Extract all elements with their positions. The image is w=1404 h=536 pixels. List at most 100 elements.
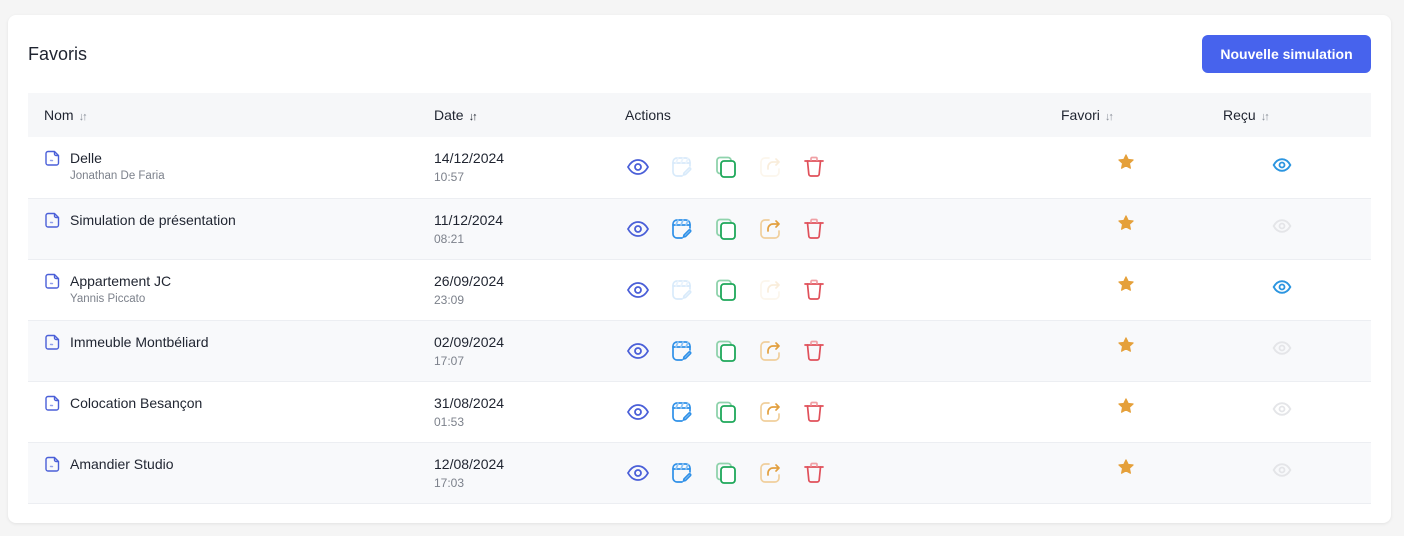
- file-icon: [45, 395, 60, 411]
- star-icon: [1118, 276, 1134, 291]
- eye-icon: [626, 281, 650, 298]
- row-time: 01:53: [434, 414, 465, 429]
- eye-icon: [626, 464, 650, 481]
- simulation-name[interactable]: Delle: [70, 150, 102, 166]
- owner-name: Jonathan De Faria: [70, 170, 165, 182]
- favorite-toggle[interactable]: [1117, 214, 1135, 237]
- favorites-table: Nom ↓↑ Date ↓↑ Actions Favori ↓↑ Reçu ↓↑: [28, 93, 1371, 504]
- received-view-button[interactable]: [1272, 338, 1292, 363]
- view-button[interactable]: [626, 217, 650, 241]
- header-nom[interactable]: Nom ↓↑: [44, 107, 88, 123]
- edit-button[interactable]: [670, 339, 694, 363]
- table-row[interactable]: Colocation Besançon 31/08/2024 01:53: [28, 381, 1371, 442]
- share-button[interactable]: [758, 278, 782, 302]
- header-recu[interactable]: Reçu ↓↑: [1223, 107, 1270, 123]
- edit-button[interactable]: [670, 278, 694, 302]
- clapper-edit-icon: [672, 462, 692, 483]
- share-button[interactable]: [758, 400, 782, 424]
- delete-button[interactable]: [802, 339, 826, 363]
- star-icon: [1118, 337, 1134, 352]
- simulation-name[interactable]: Appartement JC: [70, 272, 172, 289]
- view-button[interactable]: [626, 400, 650, 424]
- row-time: 17:07: [434, 353, 465, 368]
- favorite-toggle[interactable]: [1117, 336, 1135, 359]
- clapper-edit-icon: [672, 157, 692, 177]
- table-row[interactable]: Appartement JC Yannis Piccato 26/09/2024…: [28, 259, 1371, 320]
- delete-button[interactable]: [802, 155, 826, 179]
- copy-icon: [716, 401, 736, 423]
- edit-button[interactable]: [670, 400, 694, 424]
- clapper-edit-icon: [672, 279, 692, 300]
- favorite-toggle[interactable]: [1117, 275, 1135, 298]
- edit-button[interactable]: [670, 461, 694, 485]
- edit-button[interactable]: [670, 217, 694, 241]
- row-date: 14/12/2024: [434, 150, 505, 166]
- duplicate-button[interactable]: [714, 217, 738, 241]
- delete-button[interactable]: [802, 461, 826, 485]
- row-time: 08:21: [434, 231, 465, 246]
- row-time: 23:09: [434, 292, 465, 307]
- table-row[interactable]: Simulation de présentation 11/12/2024 08…: [28, 198, 1371, 259]
- simulation-name[interactable]: Colocation Besançon: [70, 394, 203, 411]
- simulation-name[interactable]: Simulation de présentation: [70, 211, 236, 228]
- share-button[interactable]: [758, 155, 782, 179]
- table-row[interactable]: Immeuble Montbéliard 02/09/2024 17:07: [28, 320, 1371, 381]
- row-date: 02/09/2024: [434, 333, 505, 350]
- view-button[interactable]: [626, 339, 650, 363]
- received-view-button[interactable]: [1272, 277, 1292, 302]
- favorite-toggle[interactable]: [1117, 458, 1135, 481]
- star-icon: [1118, 215, 1134, 230]
- delete-button[interactable]: [802, 217, 826, 241]
- share-icon: [760, 401, 780, 422]
- file-icon: [45, 212, 60, 228]
- sort-icon[interactable]: ↓↑: [1260, 111, 1270, 123]
- delete-button[interactable]: [802, 278, 826, 302]
- edit-button[interactable]: [670, 155, 694, 179]
- table-row[interactable]: Amandier Studio 12/08/2024 17:03: [28, 442, 1371, 503]
- received-view-button[interactable]: [1272, 460, 1292, 485]
- sort-icon[interactable]: ↓↑: [1104, 111, 1114, 123]
- eye-icon: [1272, 341, 1292, 355]
- duplicate-button[interactable]: [714, 400, 738, 424]
- simulation-name[interactable]: Amandier Studio: [70, 455, 174, 472]
- received-view-button[interactable]: [1272, 399, 1292, 424]
- share-button[interactable]: [758, 217, 782, 241]
- duplicate-button[interactable]: [714, 155, 738, 179]
- eye-icon: [626, 342, 650, 359]
- trash-icon: [804, 279, 824, 300]
- received-view-button[interactable]: [1272, 216, 1292, 241]
- share-icon: [760, 340, 780, 361]
- file-icon: [45, 334, 60, 350]
- view-button[interactable]: [626, 155, 650, 179]
- new-simulation-button[interactable]: Nouvelle simulation: [1202, 35, 1371, 73]
- eye-icon: [626, 159, 650, 175]
- share-icon: [760, 462, 780, 483]
- copy-icon: [716, 462, 736, 484]
- share-icon: [760, 157, 780, 177]
- header-date[interactable]: Date ↓↑: [434, 107, 478, 123]
- simulation-name[interactable]: Immeuble Montbéliard: [70, 333, 209, 350]
- table-row[interactable]: Delle Jonathan De Faria 14/12/2024 10:57: [28, 137, 1371, 198]
- sort-icon[interactable]: ↓↑: [78, 111, 88, 123]
- copy-icon: [716, 156, 736, 178]
- header-actions: Actions: [625, 107, 671, 123]
- table-header-row: Nom ↓↑ Date ↓↑ Actions Favori ↓↑ Reçu ↓↑: [28, 93, 1371, 137]
- duplicate-button[interactable]: [714, 339, 738, 363]
- header-favori[interactable]: Favori ↓↑: [1061, 107, 1114, 123]
- share-button[interactable]: [758, 461, 782, 485]
- delete-button[interactable]: [802, 400, 826, 424]
- file-icon: [45, 456, 60, 472]
- eye-icon: [1272, 219, 1292, 233]
- favorite-toggle[interactable]: [1117, 397, 1135, 420]
- share-button[interactable]: [758, 339, 782, 363]
- received-view-button[interactable]: [1272, 155, 1292, 180]
- view-button[interactable]: [626, 278, 650, 302]
- duplicate-button[interactable]: [714, 278, 738, 302]
- row-date: 26/09/2024: [434, 272, 505, 289]
- view-button[interactable]: [626, 461, 650, 485]
- duplicate-button[interactable]: [714, 461, 738, 485]
- sort-icon[interactable]: ↓↑: [468, 111, 478, 123]
- copy-icon: [716, 218, 736, 240]
- favorite-toggle[interactable]: [1117, 153, 1135, 176]
- file-icon: [45, 273, 60, 289]
